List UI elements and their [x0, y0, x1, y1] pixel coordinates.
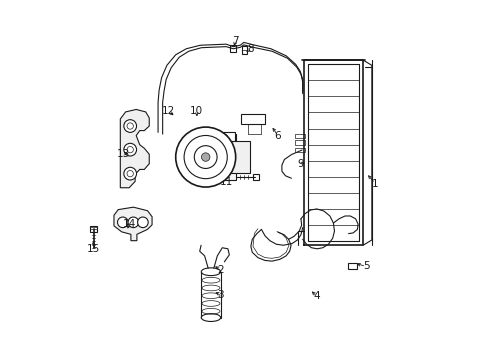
- Bar: [241, 46, 246, 54]
- Bar: [294, 140, 304, 145]
- Circle shape: [123, 143, 136, 156]
- Bar: [252, 174, 259, 180]
- Bar: [226, 141, 249, 173]
- Bar: [230, 45, 235, 52]
- Circle shape: [222, 135, 227, 139]
- Circle shape: [183, 135, 227, 179]
- Text: 10: 10: [190, 106, 203, 116]
- Bar: [90, 225, 97, 232]
- Text: 9: 9: [296, 159, 303, 169]
- Bar: [294, 148, 304, 153]
- Circle shape: [194, 135, 199, 139]
- Circle shape: [123, 120, 136, 132]
- Text: 5: 5: [362, 261, 369, 271]
- Text: 3: 3: [217, 290, 224, 300]
- Circle shape: [137, 217, 148, 228]
- Polygon shape: [120, 109, 149, 188]
- Bar: [195, 134, 235, 180]
- Ellipse shape: [201, 268, 220, 276]
- Circle shape: [128, 217, 139, 228]
- Text: 8: 8: [246, 44, 253, 54]
- Text: 11: 11: [219, 177, 232, 187]
- Polygon shape: [114, 207, 152, 241]
- Text: 4: 4: [313, 292, 320, 301]
- Bar: [347, 262, 357, 269]
- Bar: [241, 114, 264, 123]
- Text: 15: 15: [87, 244, 100, 254]
- Circle shape: [208, 135, 213, 139]
- Text: 2: 2: [217, 265, 224, 275]
- Bar: [192, 132, 235, 141]
- Circle shape: [123, 167, 136, 180]
- Circle shape: [201, 153, 209, 161]
- Text: 6: 6: [274, 131, 281, 141]
- Circle shape: [194, 146, 217, 168]
- Circle shape: [117, 217, 128, 228]
- Ellipse shape: [201, 314, 220, 321]
- Bar: [294, 134, 304, 138]
- Text: 13: 13: [117, 149, 130, 158]
- Text: 12: 12: [162, 106, 175, 116]
- Circle shape: [175, 127, 235, 187]
- Text: 7: 7: [232, 36, 239, 46]
- Text: 14: 14: [123, 219, 136, 229]
- Bar: [201, 272, 220, 318]
- Text: 1: 1: [371, 179, 378, 189]
